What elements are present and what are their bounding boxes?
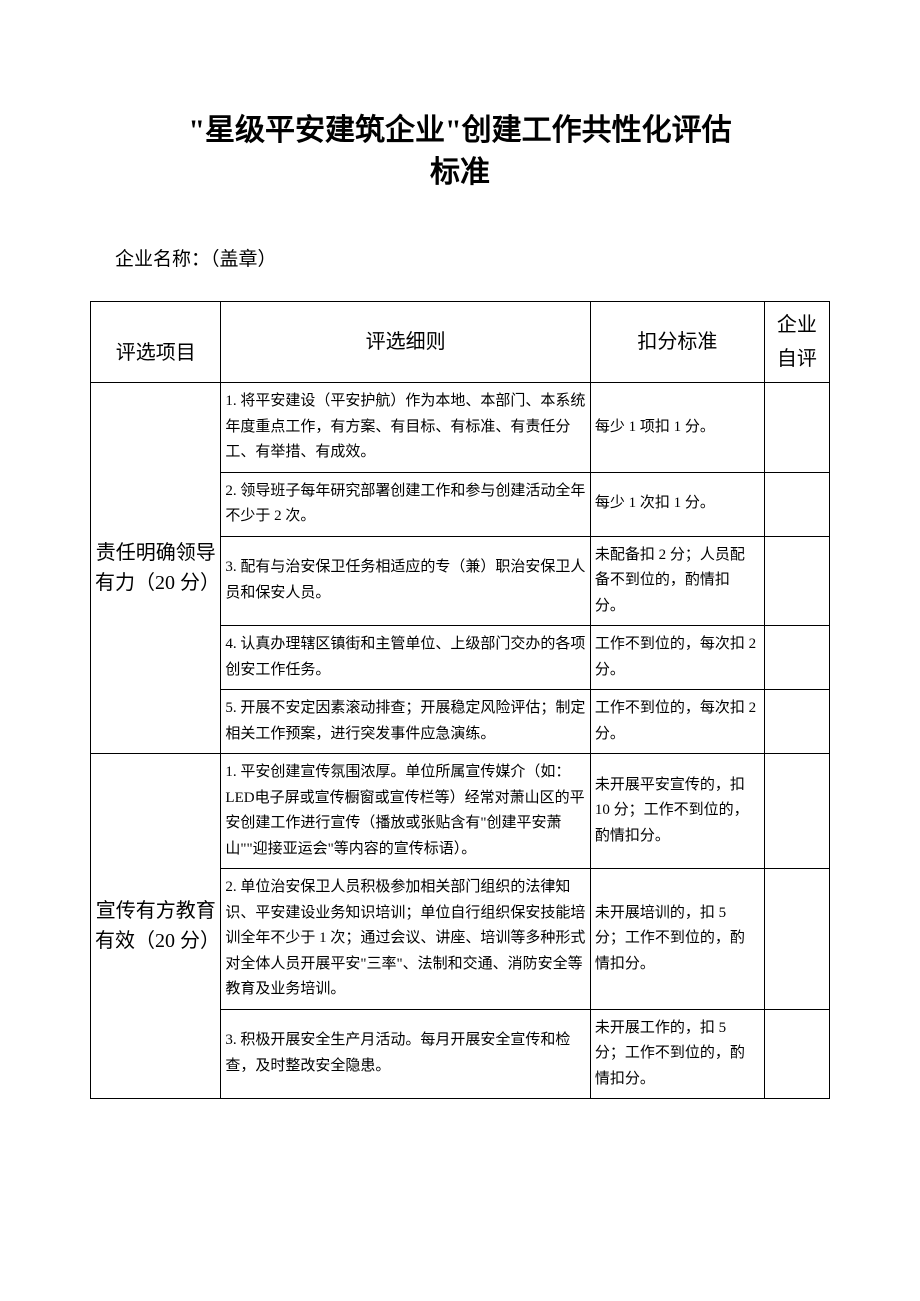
self-eval-cell[interactable] <box>764 1009 829 1099</box>
table-row: 责任明确领导有力（20 分） 1. 将平安建设（平安护航）作为本地、本部门、本系… <box>91 383 830 473</box>
header-project: 评选项目 <box>91 302 221 383</box>
detail-cell: 1. 平安创建宣传氛围浓厚。单位所属宣传媒介（如：LED电子屏或宣传橱窗或宣传栏… <box>221 754 591 869</box>
header-deduct: 扣分标准 <box>590 302 764 383</box>
evaluation-table: 评选项目 评选细则 扣分标准 企业自评 责任明确领导有力（20 分） 1. 将平… <box>90 301 830 1099</box>
detail-cell: 3. 积极开展安全生产月活动。每月开展安全宣传和检查，及时整改安全隐患。 <box>221 1009 591 1099</box>
deduct-cell: 工作不到位的，每次扣 2 分。 <box>590 690 764 754</box>
detail-cell: 3. 配有与治安保卫任务相适应的专（兼）职治安保卫人员和保安人员。 <box>221 536 591 626</box>
category-cell: 宣传有方教育有效（20 分） <box>91 754 221 1099</box>
detail-cell: 2. 领导班子每年研究部署创建工作和参与创建活动全年不少于 2 次。 <box>221 472 591 536</box>
deduct-cell: 未开展培训的，扣 5 分；工作不到位的，酌情扣分。 <box>590 869 764 1010</box>
self-eval-cell[interactable] <box>764 754 829 869</box>
header-self: 企业自评 <box>764 302 829 383</box>
self-eval-cell[interactable] <box>764 383 829 473</box>
self-eval-cell[interactable] <box>764 472 829 536</box>
detail-cell: 1. 将平安建设（平安护航）作为本地、本部门、本系统年度重点工作，有方案、有目标… <box>221 383 591 473</box>
self-eval-cell[interactable] <box>764 536 829 626</box>
deduct-cell: 未开展工作的，扣 5 分；工作不到位的，酌情扣分。 <box>590 1009 764 1099</box>
title-line-2: 标准 <box>90 152 830 194</box>
self-eval-cell[interactable] <box>764 690 829 754</box>
deduct-cell: 每少 1 项扣 1 分。 <box>590 383 764 473</box>
header-detail: 评选细则 <box>221 302 591 383</box>
company-name-label: 企业名称：（盖章） <box>90 244 830 271</box>
self-eval-cell[interactable] <box>764 869 829 1010</box>
deduct-cell: 未配备扣 2 分；人员配备不到位的，酌情扣分。 <box>590 536 764 626</box>
table-header-row: 评选项目 评选细则 扣分标准 企业自评 <box>91 302 830 383</box>
category-cell: 责任明确领导有力（20 分） <box>91 383 221 754</box>
deduct-cell: 工作不到位的，每次扣 2 分。 <box>590 626 764 690</box>
detail-cell: 4. 认真办理辖区镇街和主管单位、上级部门交办的各项创安工作任务。 <box>221 626 591 690</box>
deduct-cell: 未开展平安宣传的，扣 10 分；工作不到位的，酌情扣分。 <box>590 754 764 869</box>
table-row: 宣传有方教育有效（20 分） 1. 平安创建宣传氛围浓厚。单位所属宣传媒介（如：… <box>91 754 830 869</box>
self-eval-cell[interactable] <box>764 626 829 690</box>
title-line-1: "星级平安建筑企业"创建工作共性化评估 <box>90 110 830 152</box>
document-title: "星级平安建筑企业"创建工作共性化评估 标准 <box>90 110 830 194</box>
detail-cell: 5. 开展不安定因素滚动排查；开展稳定风险评估；制定相关工作预案，进行突发事件应… <box>221 690 591 754</box>
detail-cell: 2. 单位治安保卫人员积极参加相关部门组织的法律知识、平安建设业务知识培训；单位… <box>221 869 591 1010</box>
deduct-cell: 每少 1 次扣 1 分。 <box>590 472 764 536</box>
